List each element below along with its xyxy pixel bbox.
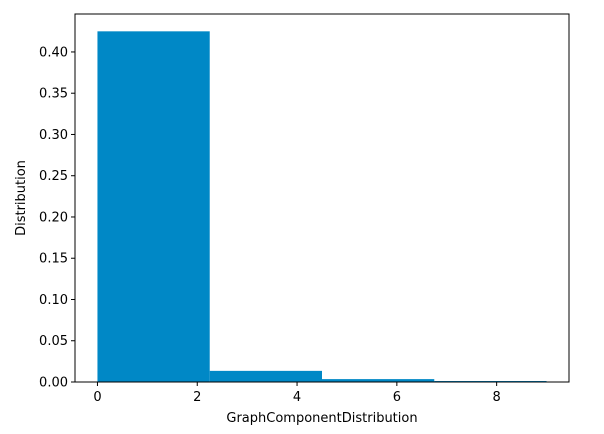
y-tick-label-8: 0.40: [39, 45, 68, 60]
x-tick-label-2: 4: [293, 390, 301, 405]
x-axis-label: GraphComponentDistribution: [226, 411, 417, 426]
y-axis-ticks: 0.00 0.05 0.10 0.15 0.20 0.25 0.30 0.35 0.40: [39, 45, 75, 391]
y-tick-label-0: 0.00: [39, 376, 68, 391]
x-tick-label-4: 8: [493, 390, 501, 405]
x-tick-label-1: 2: [193, 390, 201, 405]
y-axis-label: Distribution: [14, 160, 29, 236]
y-tick-label-1: 0.05: [39, 334, 68, 349]
y-tick-label-6: 0.30: [39, 128, 68, 143]
histogram-bar-2: [322, 379, 435, 382]
x-tick-label-0: 0: [93, 390, 101, 405]
bars-group: [97, 31, 547, 382]
y-tick-label-4: 0.20: [39, 210, 68, 225]
y-tick-label-5: 0.25: [39, 169, 68, 184]
x-axis-ticks: 0 2 4 6 8: [93, 382, 501, 405]
plot-frame: [74, 13, 570, 383]
y-tick-label-2: 0.10: [39, 293, 68, 308]
y-tick-label-3: 0.15: [39, 252, 68, 267]
histogram-bar-1: [209, 370, 322, 382]
histogram-bar-0: [97, 31, 210, 382]
y-tick-label-7: 0.35: [39, 87, 68, 102]
x-tick-label-3: 6: [393, 390, 401, 405]
